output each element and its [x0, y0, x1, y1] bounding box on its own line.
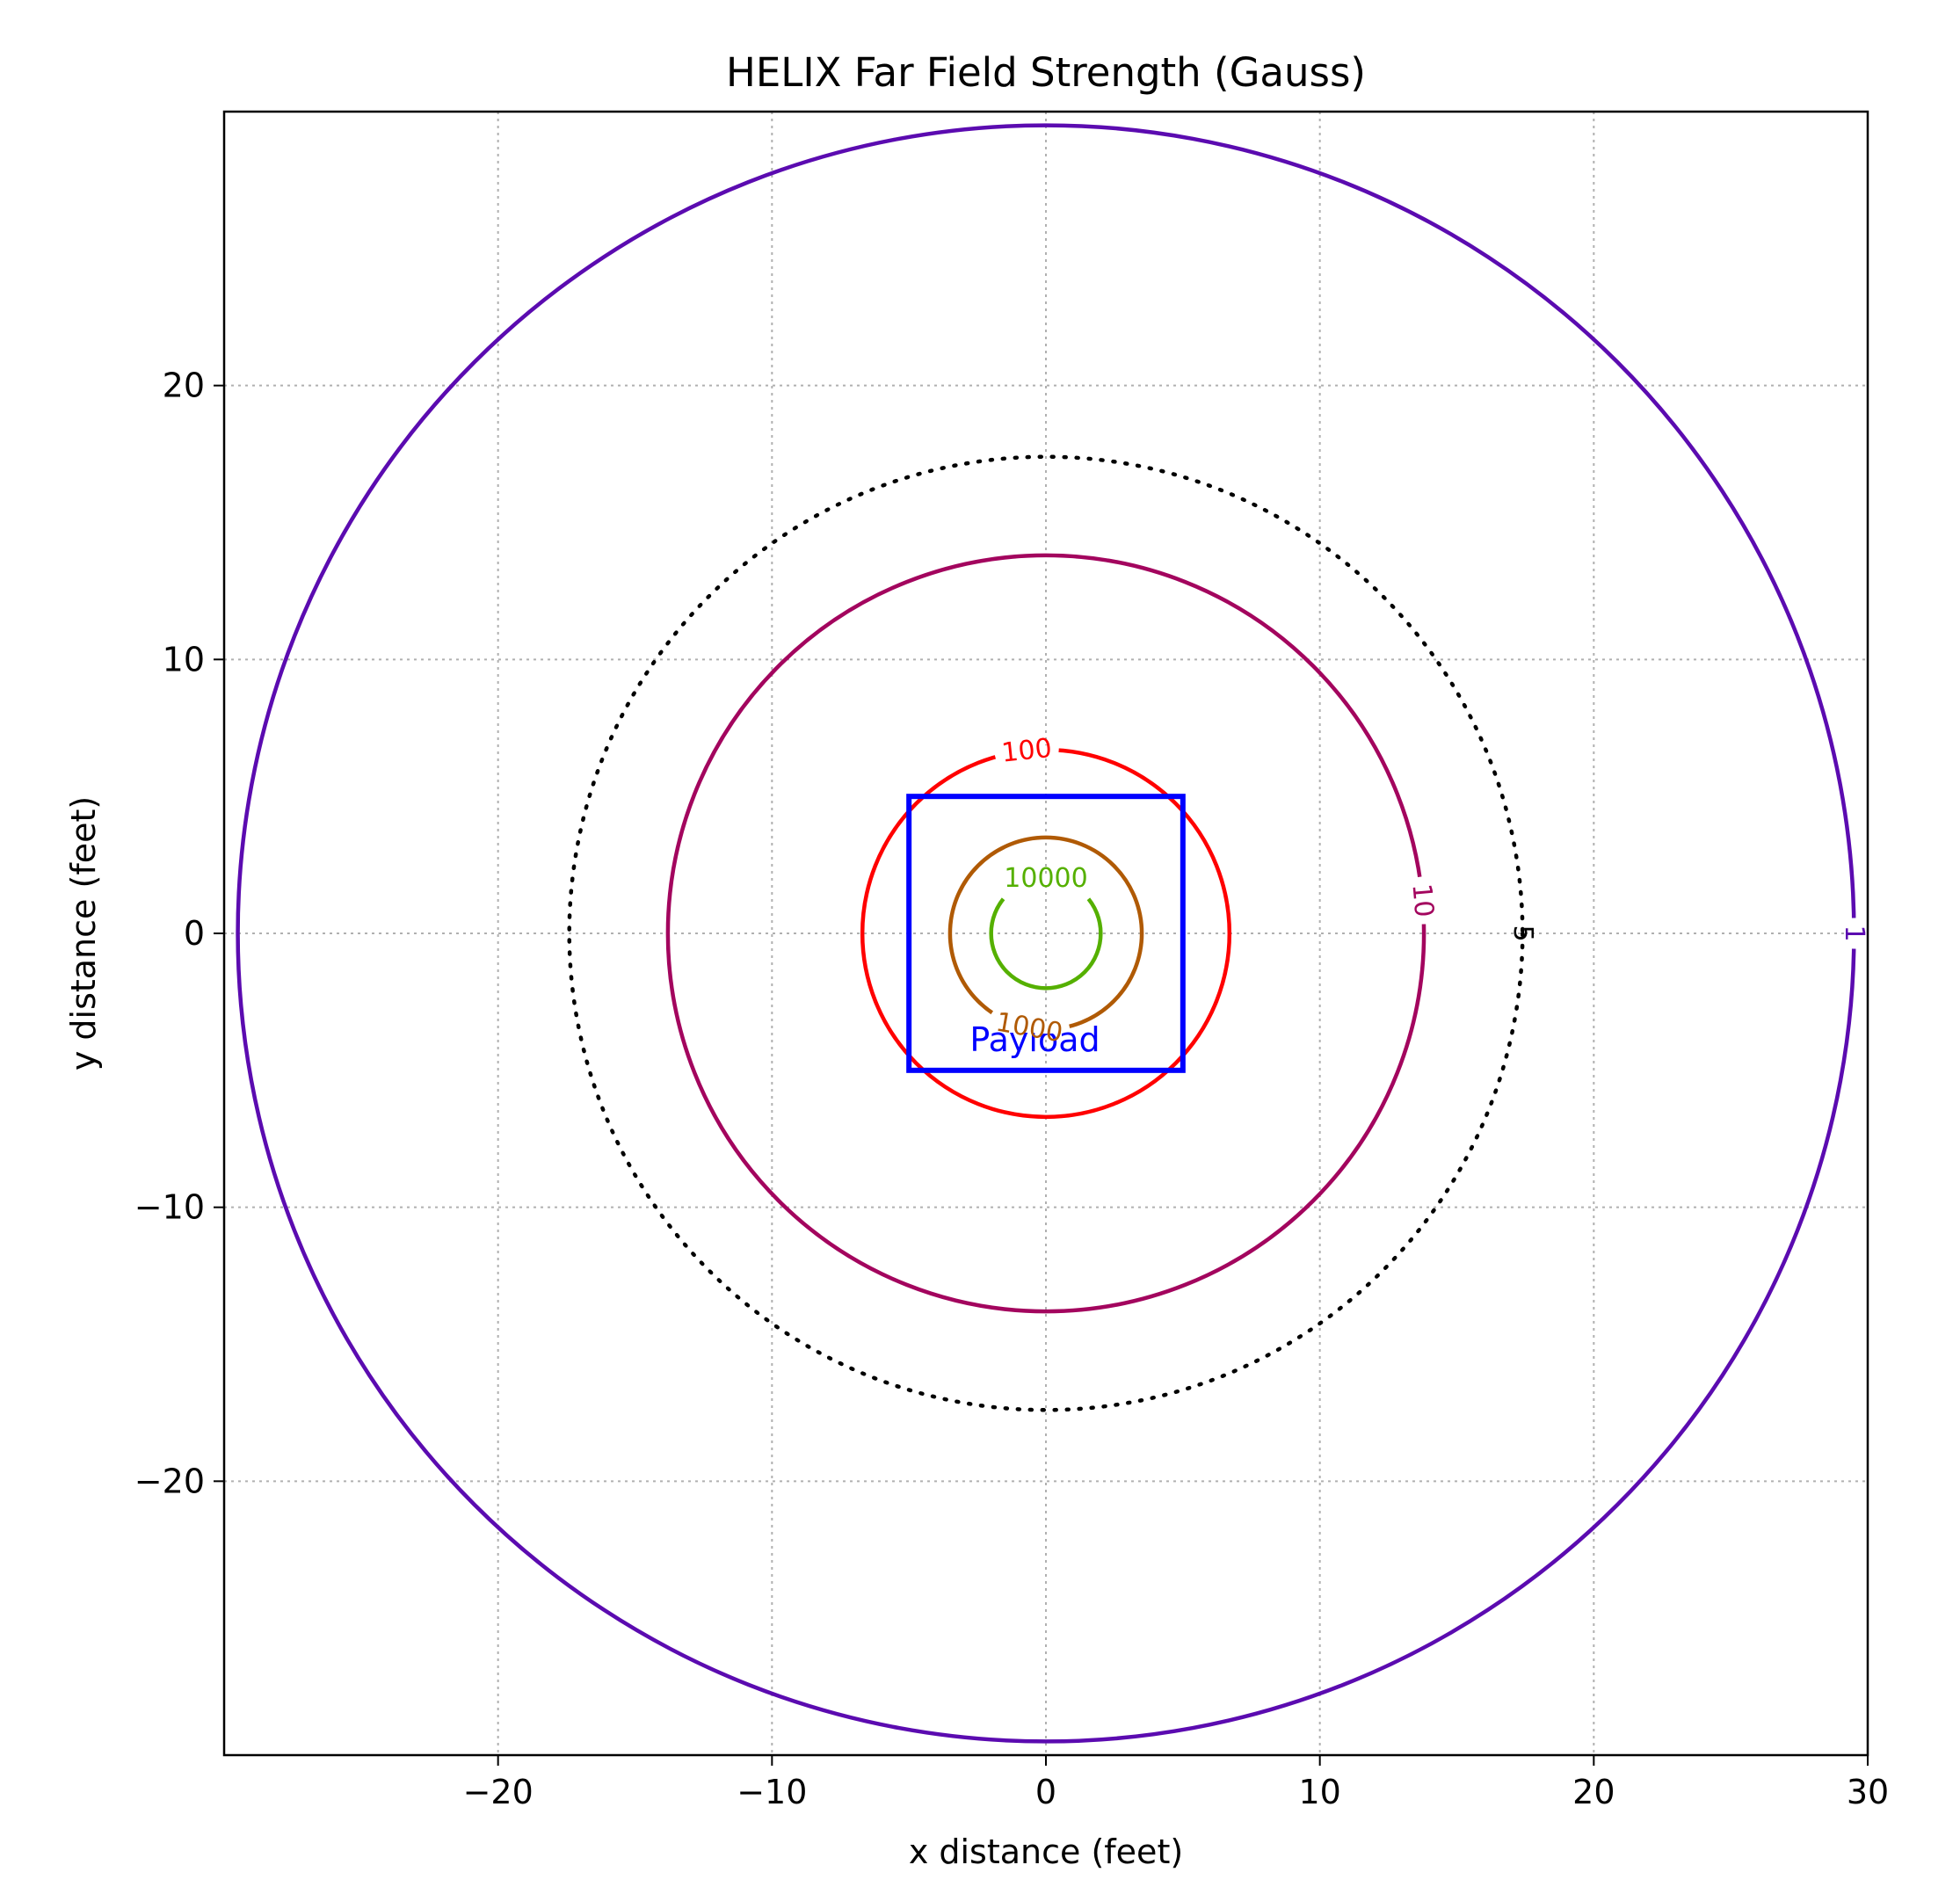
reference-contour-line [567, 454, 1525, 1412]
y-tick-label: −10 [134, 1188, 205, 1227]
chart-title: HELIX Far Field Strength (Gauss) [726, 49, 1366, 96]
x-axis-label: x distance (feet) [909, 1832, 1183, 1871]
x-tick-label: 10 [1298, 1773, 1340, 1811]
y-axis-label: y distance (feet) [64, 796, 103, 1070]
payload-rectangle [906, 794, 1186, 1073]
contour-label: 5 [1507, 925, 1538, 941]
grid-lines [224, 112, 1869, 1755]
y-tick-label: 10 [163, 640, 205, 679]
x-tick-label: 30 [1847, 1773, 1889, 1811]
x-tick-label: −10 [737, 1773, 807, 1811]
x-tick-label: −20 [463, 1773, 534, 1811]
x-tick-label: 20 [1572, 1773, 1615, 1811]
contour-label: 1 [1839, 925, 1869, 941]
contour-label-gap [999, 874, 1093, 903]
contour-label: 10 [1405, 882, 1439, 918]
contour-line [665, 553, 1426, 1314]
contour-label-gap [1415, 875, 1428, 925]
y-tick-label: 0 [184, 914, 205, 953]
y-tick-label: 20 [163, 366, 205, 405]
contour-label-gap [989, 1009, 1071, 1034]
y-tick-label: −20 [134, 1462, 205, 1500]
contour-label: 100 [1000, 733, 1054, 769]
contour-label-gap [994, 745, 1059, 762]
contour-label: 10000 [1004, 863, 1087, 894]
x-tick-label: 0 [1035, 1773, 1056, 1811]
